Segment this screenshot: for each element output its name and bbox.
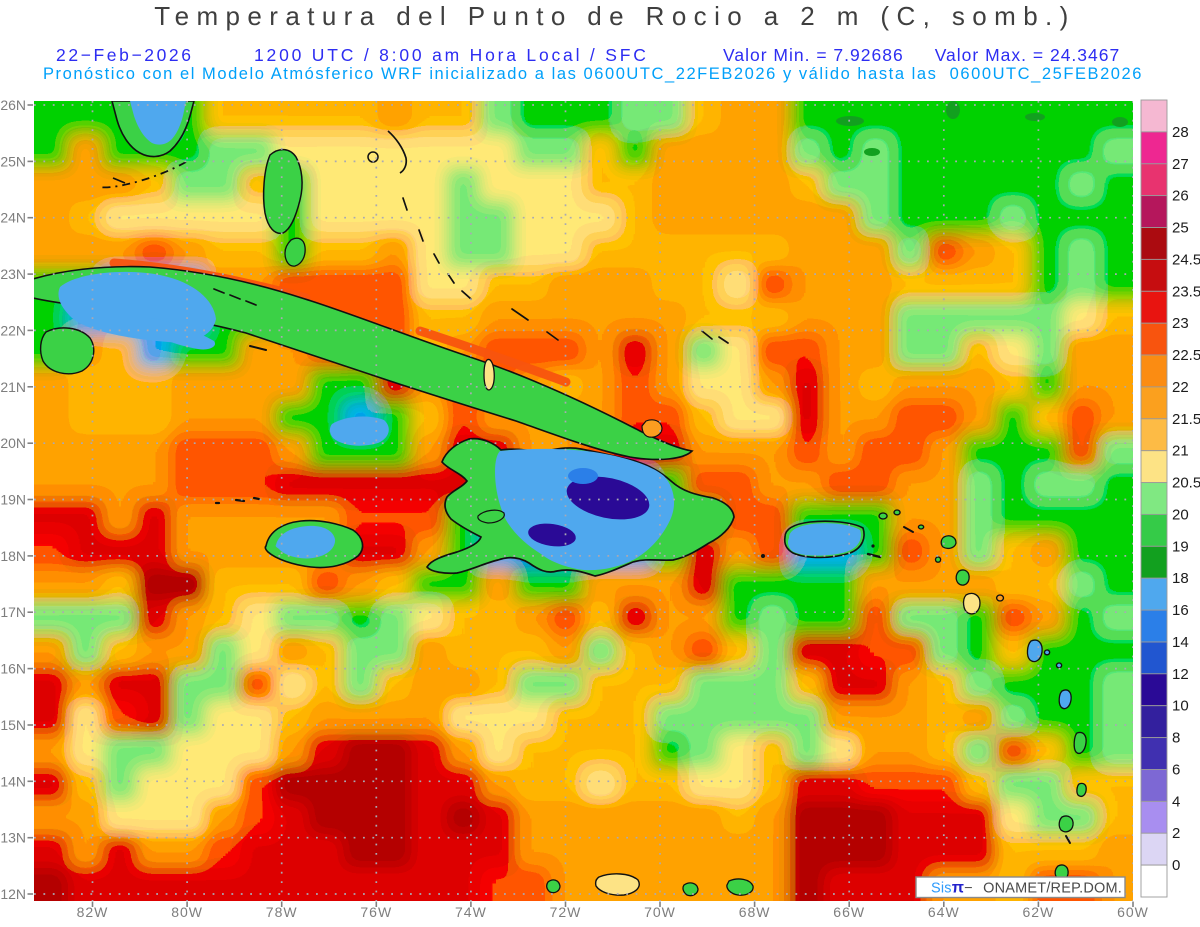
svg-text:15N: 15N [0, 717, 26, 733]
svg-text:22N: 22N [0, 322, 26, 338]
svg-text:14: 14 [1172, 634, 1189, 651]
svg-text:23: 23 [1172, 315, 1189, 332]
svg-text:21.5: 21.5 [1172, 411, 1200, 428]
svg-text:8: 8 [1172, 730, 1180, 747]
svg-text:20.5: 20.5 [1172, 475, 1200, 492]
svg-text:64W: 64W [928, 904, 960, 920]
svg-text:82W: 82W [77, 904, 109, 920]
svg-text:24.5: 24.5 [1172, 251, 1200, 268]
svg-text:22.5: 22.5 [1172, 347, 1200, 364]
svg-text:Sisπ− ONAMET/REP.DOM.: Sisπ− ONAMET/REP.DOM. [931, 880, 1122, 897]
svg-text:6: 6 [1172, 762, 1180, 779]
svg-text:80W: 80W [171, 904, 203, 920]
svg-text:0: 0 [1172, 857, 1180, 874]
svg-text:10: 10 [1172, 698, 1189, 715]
svg-text:18N: 18N [0, 548, 26, 564]
svg-text:28: 28 [1172, 124, 1189, 141]
svg-text:20N: 20N [0, 435, 26, 451]
svg-text:20: 20 [1172, 506, 1189, 523]
svg-text:16: 16 [1172, 602, 1189, 619]
svg-text:16N: 16N [0, 661, 26, 677]
svg-text:70W: 70W [644, 904, 676, 920]
svg-text:18: 18 [1172, 570, 1189, 587]
svg-text:62W: 62W [1023, 904, 1055, 920]
svg-text:76W: 76W [360, 904, 392, 920]
svg-text:13N: 13N [0, 830, 26, 846]
svg-text:23N: 23N [0, 266, 26, 282]
svg-text:21N: 21N [0, 379, 26, 395]
svg-text:25: 25 [1172, 220, 1189, 237]
svg-text:26N: 26N [0, 97, 26, 113]
svg-text:22: 22 [1172, 379, 1189, 396]
svg-text:19: 19 [1172, 538, 1189, 555]
svg-text:27: 27 [1172, 156, 1189, 173]
svg-text:26: 26 [1172, 188, 1189, 205]
svg-text:14N: 14N [0, 773, 26, 789]
svg-text:25N: 25N [0, 153, 26, 169]
svg-text:24N: 24N [0, 210, 26, 226]
svg-text:72W: 72W [550, 904, 582, 920]
svg-text:78W: 78W [266, 904, 298, 920]
svg-text:74W: 74W [455, 904, 487, 920]
svg-text:23.5: 23.5 [1172, 283, 1200, 300]
svg-text:68W: 68W [739, 904, 771, 920]
svg-text:4: 4 [1172, 793, 1180, 810]
svg-text:66W: 66W [833, 904, 865, 920]
svg-text:17N: 17N [0, 604, 26, 620]
svg-text:19N: 19N [0, 492, 26, 508]
svg-text:12: 12 [1172, 666, 1189, 683]
svg-text:2: 2 [1172, 825, 1180, 842]
svg-text:12N: 12N [0, 886, 26, 902]
svg-text:60W: 60W [1117, 904, 1149, 920]
svg-text:21: 21 [1172, 443, 1189, 460]
